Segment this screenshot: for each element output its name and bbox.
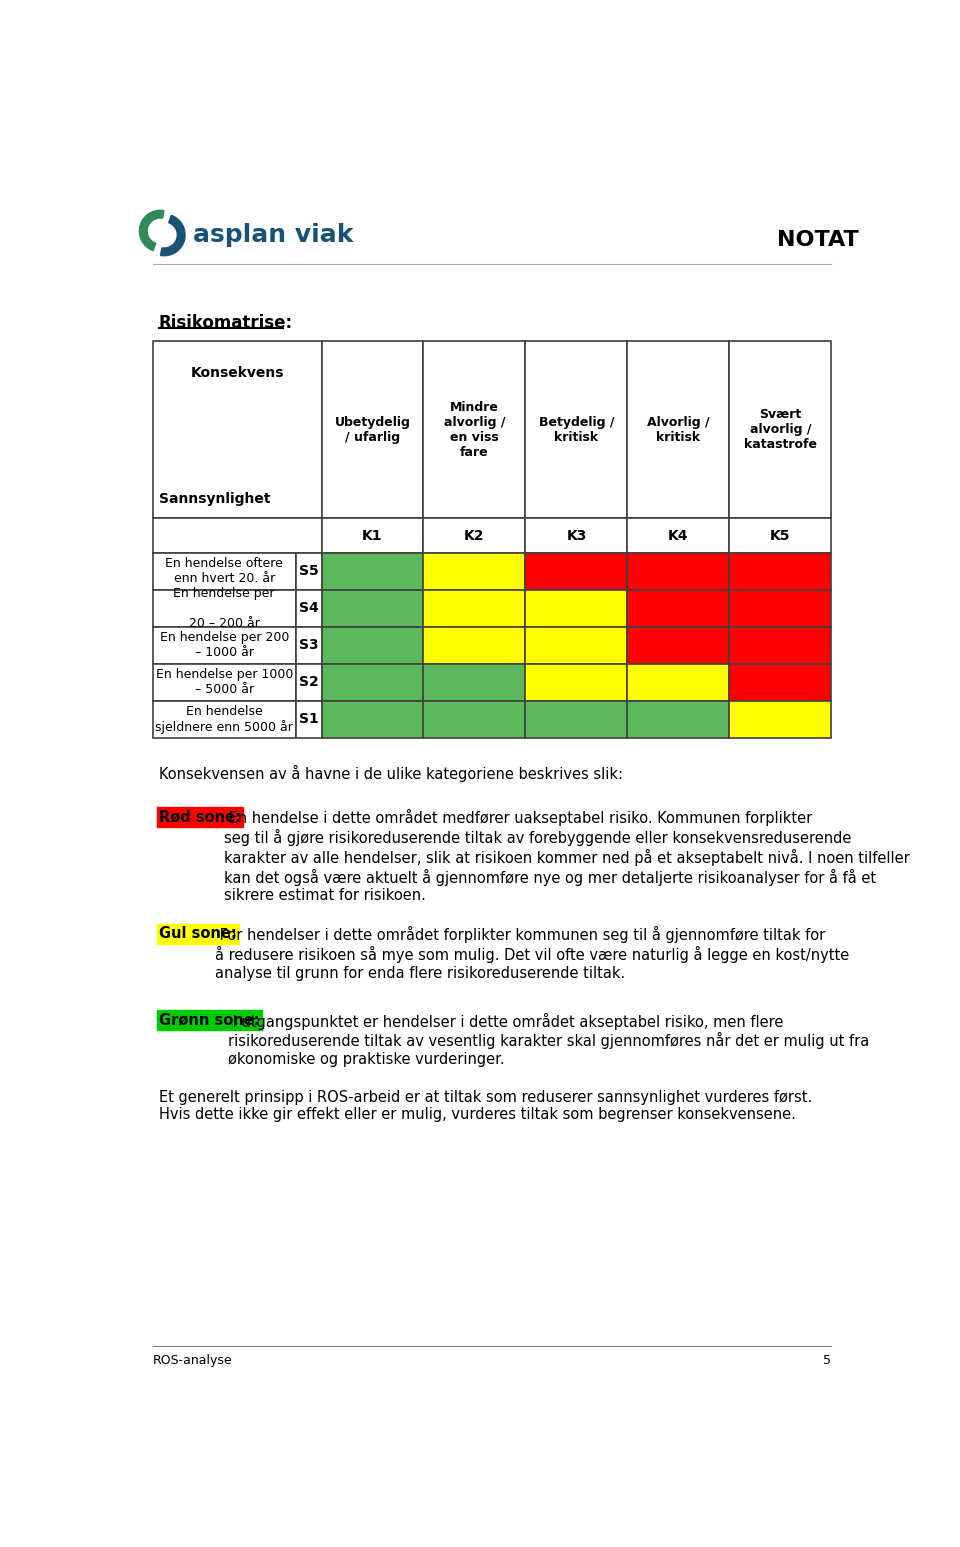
Bar [296, 664, 322, 701]
Bar [296, 552, 322, 589]
Bar [628, 589, 730, 627]
Text: S4: S4 [299, 602, 319, 616]
Text: S5: S5 [299, 565, 319, 579]
Bar [296, 627, 322, 664]
Text: S3: S3 [299, 639, 319, 653]
Text: En hendelse per 200
– 1000 år: En hendelse per 200 – 1000 år [159, 631, 289, 659]
Bar [628, 342, 730, 518]
Text: K4: K4 [668, 529, 688, 543]
Bar [730, 518, 831, 552]
Text: En hendelse oftere
enn hvert 20. år: En hendelse oftere enn hvert 20. år [165, 557, 283, 585]
Bar [423, 589, 525, 627]
Text: Grønn sone:: Grønn sone: [158, 1013, 259, 1027]
Bar [423, 664, 525, 701]
Bar [423, 552, 525, 589]
Text: Gul sone:: Gul sone: [158, 927, 236, 942]
Text: Betydelig /
kritisk: Betydelig / kritisk [539, 416, 614, 444]
Text: 5: 5 [824, 1354, 831, 1366]
Bar [153, 552, 296, 589]
Text: Et generelt prinsipp i ROS-arbeid er at tiltak som reduserer sannsynlighet vurde: Et generelt prinsipp i ROS-arbeid er at … [158, 1089, 812, 1122]
Text: I utgangspunktet er hendelser i dette området akseptabel risiko, men flere
risik: I utgangspunktet er hendelser i dette om… [228, 1013, 870, 1067]
Bar [153, 664, 296, 701]
Bar [153, 589, 296, 627]
Bar [322, 627, 423, 664]
Bar [628, 701, 730, 738]
Bar [525, 342, 628, 518]
Text: Sannsynlighet: Sannsynlighet [158, 492, 271, 506]
Bar [423, 342, 525, 518]
Bar [628, 552, 730, 589]
Text: NOTAT: NOTAT [777, 229, 858, 249]
Text: asplan viak: asplan viak [193, 223, 353, 248]
Bar [525, 701, 628, 738]
Text: Konsekvensen av å havne i de ulike kategoriene beskrives slik:: Konsekvensen av å havne i de ulike kateg… [158, 764, 623, 781]
Bar [525, 627, 628, 664]
Text: K3: K3 [566, 529, 587, 543]
Text: Risikomatrise:: Risikomatrise: [158, 314, 293, 333]
Bar [730, 552, 831, 589]
Bar [730, 342, 831, 518]
Bar [423, 701, 525, 738]
Bar [296, 589, 322, 627]
Text: En hendelse i dette området medfører uakseptabel risiko. Kommunen forplikter
seg: En hendelse i dette området medfører uak… [224, 809, 910, 903]
Text: Konsekvens: Konsekvens [190, 365, 284, 381]
Text: S2: S2 [299, 676, 319, 690]
Text: Svært
alvorlig /
katastrofe: Svært alvorlig / katastrofe [744, 408, 817, 452]
Bar [525, 552, 628, 589]
Bar [322, 589, 423, 627]
Bar [153, 342, 322, 518]
Bar [628, 664, 730, 701]
Text: K5: K5 [770, 529, 791, 543]
Bar [730, 701, 831, 738]
Bar [153, 518, 322, 552]
Text: En hendelse per 1000
– 5000 år: En hendelse per 1000 – 5000 år [156, 668, 293, 696]
Text: Alvorlig /
kritisk: Alvorlig / kritisk [647, 416, 709, 444]
Bar [525, 664, 628, 701]
Bar [153, 701, 296, 738]
Text: Rød sone:: Rød sone: [158, 809, 241, 825]
Text: K2: K2 [465, 529, 485, 543]
Bar [628, 518, 730, 552]
Wedge shape [160, 215, 185, 255]
Text: ROS-analyse: ROS-analyse [153, 1354, 232, 1366]
Bar [322, 342, 423, 518]
Bar [423, 518, 525, 552]
Bar [423, 627, 525, 664]
Text: K1: K1 [362, 529, 383, 543]
Text: For hendelser i dette området forplikter kommunen seg til å gjennomføre tiltak f: For hendelser i dette området forplikter… [214, 927, 849, 981]
Bar [730, 627, 831, 664]
Wedge shape [139, 210, 164, 251]
Bar [730, 589, 831, 627]
Bar [730, 664, 831, 701]
Text: En hendelse
sjeldnere enn 5000 år: En hendelse sjeldnere enn 5000 år [156, 705, 293, 733]
Bar [296, 701, 322, 738]
Bar [322, 701, 423, 738]
Bar [153, 627, 296, 664]
Bar [322, 518, 423, 552]
Bar [322, 664, 423, 701]
Bar [525, 589, 628, 627]
Bar [322, 552, 423, 589]
Text: Mindre
alvorlig /
en viss
fare: Mindre alvorlig / en viss fare [444, 401, 505, 459]
Bar [525, 518, 628, 552]
Text: Ubetydelig
/ ufarlig: Ubetydelig / ufarlig [334, 416, 411, 444]
Text: S1: S1 [299, 712, 319, 726]
Bar [628, 627, 730, 664]
Text: En hendelse per

20 – 200 år: En hendelse per 20 – 200 år [174, 586, 275, 630]
